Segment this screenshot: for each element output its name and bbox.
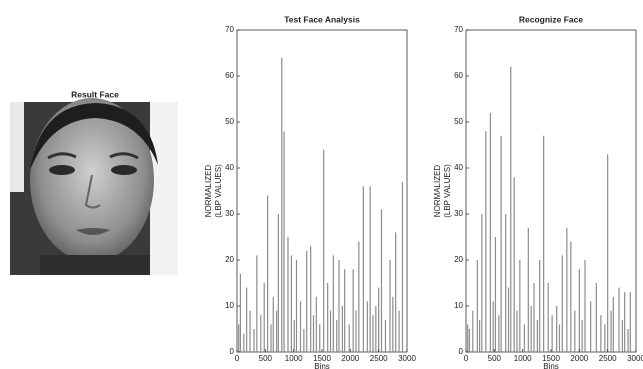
x-tick-label: 1500 bbox=[542, 354, 560, 363]
y-tick-label: 30 bbox=[454, 209, 463, 218]
y-tick-label: 20 bbox=[225, 255, 234, 264]
image-title: Result Face bbox=[71, 89, 119, 99]
x-tick-label: 2500 bbox=[370, 354, 388, 363]
x-tick-label: 1000 bbox=[285, 354, 303, 363]
x-tick-label: 500 bbox=[488, 354, 502, 363]
y-tick-label: 70 bbox=[454, 25, 463, 34]
y-tick-label: 10 bbox=[225, 301, 234, 310]
y-axis-label: NORMALIZED bbox=[204, 165, 213, 218]
x-axis-label: Bins bbox=[314, 362, 330, 369]
y-tick-label: 40 bbox=[454, 163, 463, 172]
y-tick-label: 50 bbox=[225, 117, 234, 126]
x-tick-label: 1500 bbox=[313, 354, 331, 363]
chart-title: Test Face Analysis bbox=[284, 14, 360, 24]
y-axis-label: (LBP VALUES) bbox=[214, 164, 223, 218]
y-tick-label: 40 bbox=[225, 163, 234, 172]
x-tick-label: 2000 bbox=[570, 354, 588, 363]
x-tick-label: 2000 bbox=[341, 354, 359, 363]
x-tick-label: 3000 bbox=[627, 354, 643, 363]
y-tick-label: 60 bbox=[454, 71, 463, 80]
y-tick-label: 10 bbox=[454, 301, 463, 310]
face-image bbox=[10, 98, 178, 275]
y-axis-label: NORMALIZED bbox=[433, 165, 442, 218]
x-tick-label: 3000 bbox=[398, 354, 416, 363]
x-tick-label: 0 bbox=[464, 354, 469, 363]
x-tick-label: 500 bbox=[259, 354, 273, 363]
y-tick-label: 60 bbox=[225, 71, 234, 80]
y-tick-label: 0 bbox=[459, 347, 464, 356]
y-tick-label: 0 bbox=[230, 347, 235, 356]
axes-box bbox=[465, 29, 637, 353]
y-tick-label: 70 bbox=[225, 25, 234, 34]
y-axis-label: (LBP VALUES) bbox=[443, 164, 452, 218]
x-axis-label: Bins bbox=[543, 362, 559, 369]
y-tick-label: 30 bbox=[225, 209, 234, 218]
y-tick-label: 50 bbox=[454, 117, 463, 126]
y-tick-label: 20 bbox=[454, 255, 463, 264]
x-tick-label: 0 bbox=[235, 354, 240, 363]
x-tick-label: 2500 bbox=[599, 354, 617, 363]
x-tick-label: 1000 bbox=[514, 354, 532, 363]
chart-title: Recognize Face bbox=[519, 14, 584, 24]
